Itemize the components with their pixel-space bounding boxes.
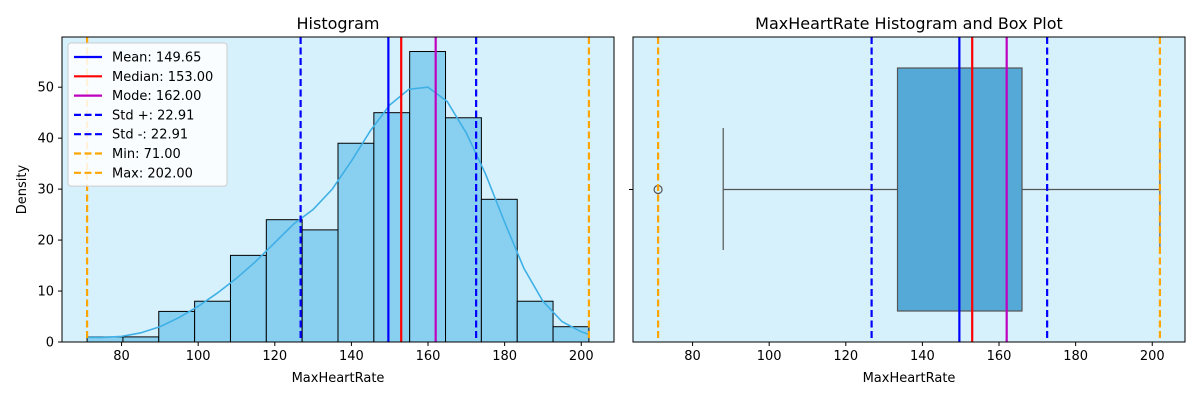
histogram-title: Histogram (297, 14, 380, 33)
kde-curve (87, 86, 590, 339)
histogram-y-tick-label: 10 (37, 285, 54, 300)
legend-label: Mean: 149.65 (112, 51, 201, 66)
histogram-bar (158, 310, 196, 343)
boxplot-panel: 80 100 120 140 160 180 200 MaxHeartRate Histog… (629, 14, 1186, 386)
histogram-x-tick-label: 180 (492, 349, 517, 364)
legend-box (67, 42, 228, 187)
legend-label: Min: 71.00 (112, 147, 181, 162)
boxplot-x-tick-label: 100 (757, 349, 782, 364)
histogram-y-tick-label: 20 (37, 234, 54, 249)
histogram-bar (194, 300, 231, 343)
histogram-y-tick-label: 40 (37, 132, 54, 147)
histogram-bar (480, 198, 518, 343)
histogram-y-tick-label: 50 (37, 81, 54, 96)
histogram-x-tick-label: 80 (113, 349, 130, 364)
histogram-x-tick-label: 120 (262, 349, 287, 364)
histogram-y-tick-label: 30 (37, 183, 54, 198)
legend-label: Max: 202.00 (112, 166, 193, 181)
boxplot-x-tick-label: 120 (833, 349, 858, 364)
histogram-x-axis-label: MaxHeartRate (292, 371, 385, 386)
histogram-y-tick-label: 0 (46, 336, 54, 351)
histogram-bar (265, 219, 303, 343)
legend-label: Mode: 162.00 (112, 89, 201, 104)
legend: Mean: 149.65 Median: 153.00 Mode: 162.00 St… (67, 42, 228, 187)
histogram-x-tick-label: 160 (416, 349, 441, 364)
boxplot-x-tick-label: 140 (910, 349, 935, 364)
histogram-x-tick-label: 200 (569, 349, 594, 364)
histogram-x-tick-label: 140 (339, 349, 364, 364)
legend-label: Std -: 22.91 (112, 128, 188, 143)
histogram-bar (301, 229, 339, 343)
legend-label: Std +: 22.91 (112, 108, 194, 123)
histogram-panel: 80 100 120 140 160 180 200 0 10 20 30 40 50 Histogr… (15, 14, 615, 386)
histogram-y-axis-label: Density (15, 164, 30, 214)
boxplot-x-tick-label: 160 (987, 349, 1012, 364)
legend-label: Median: 153.00 (112, 70, 213, 85)
histogram-bar (409, 51, 447, 343)
histogram-x-tick-label: 100 (186, 349, 211, 364)
boxplot-title: MaxHeartRate Histogram and Box Plot (755, 14, 1063, 33)
histogram-bar (373, 112, 411, 343)
boxplot-x-axis-label: MaxHeartRate (863, 371, 956, 386)
boxplot-x-tick-label: 180 (1063, 349, 1088, 364)
boxplot-x-tick-label: 200 (1140, 349, 1165, 364)
histogram-bar (229, 254, 267, 343)
boxplot-x-tick-label: 80 (684, 349, 701, 364)
histogram-bar (552, 326, 590, 343)
histogram-bar (122, 336, 160, 343)
